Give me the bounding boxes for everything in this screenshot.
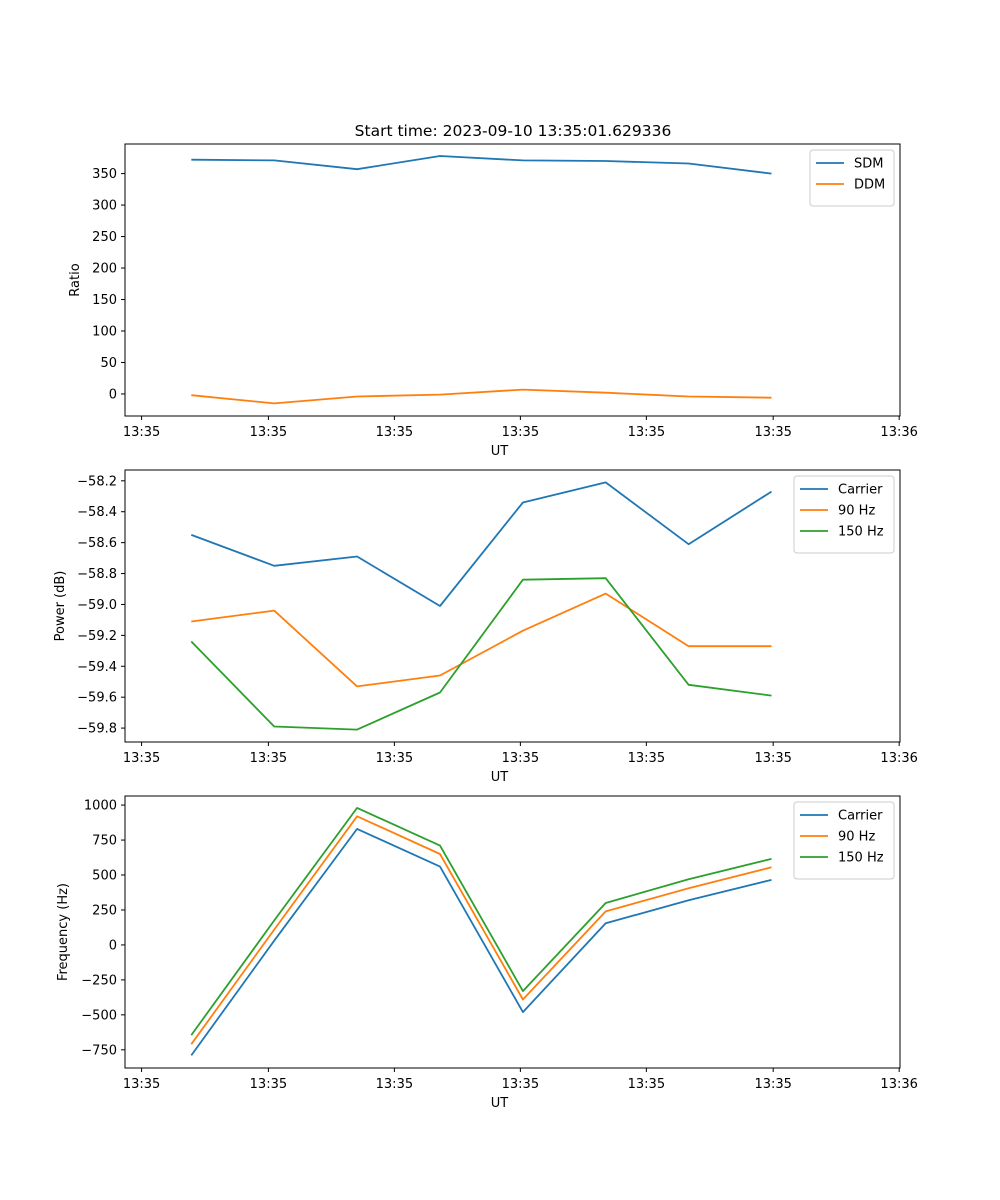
series-line-90-hz bbox=[190, 815, 772, 1045]
y-tick-label: −59.2 bbox=[77, 629, 117, 644]
y-tick-label: −750 bbox=[81, 1043, 117, 1058]
y-tick-label: 50 bbox=[100, 356, 117, 371]
y-tick-label: 0 bbox=[109, 387, 117, 402]
y-tick-label: 350 bbox=[92, 167, 117, 182]
x-tick-label: 13:35 bbox=[754, 425, 791, 440]
x-tick-label: 13:35 bbox=[123, 1077, 160, 1092]
series-line-sdm bbox=[191, 155, 772, 175]
axes-frame bbox=[124, 469, 901, 743]
y-tick-label: −59.6 bbox=[77, 691, 117, 706]
legend-label: 90 Hz bbox=[838, 504, 875, 519]
y-tick-label: 1000 bbox=[84, 799, 117, 814]
y-tick-label: 200 bbox=[92, 262, 117, 277]
x-tick-label: 13:35 bbox=[628, 751, 665, 766]
x-tick-label: 13:35 bbox=[628, 1077, 665, 1092]
series-line-150-hz bbox=[190, 577, 772, 731]
y-tick-label: −58.6 bbox=[77, 536, 117, 551]
x-tick-label: 13:35 bbox=[376, 751, 413, 766]
figure-title: Start time: 2023-09-10 13:35:01.629336 bbox=[355, 122, 672, 140]
x-tick-label: 13:35 bbox=[376, 425, 413, 440]
x-tick-label: 13:35 bbox=[754, 751, 791, 766]
axes-frame bbox=[124, 795, 901, 1069]
y-tick-label: 250 bbox=[92, 903, 117, 918]
series-line-ddm bbox=[191, 388, 772, 405]
y-tick-label: −59.8 bbox=[77, 722, 117, 737]
x-tick-label: 13:36 bbox=[880, 751, 917, 766]
x-tick-label: 13:35 bbox=[123, 425, 160, 440]
axes-frame bbox=[124, 143, 901, 417]
y-tick-label: −250 bbox=[81, 973, 117, 988]
y-tick-label: 150 bbox=[92, 293, 117, 308]
x-tick-label: 13:35 bbox=[123, 751, 160, 766]
y-tick-label: −59.0 bbox=[77, 598, 117, 613]
x-tick-label: 13:36 bbox=[880, 1077, 917, 1092]
x-tick-label: 13:35 bbox=[502, 1077, 539, 1092]
y-tick-label: 100 bbox=[92, 325, 117, 340]
y-axis-label: Power (dB) bbox=[53, 571, 68, 642]
panels: 13:35 13:35 13:35 13:35 13:35 13:35 13:36 0 50 10… bbox=[53, 143, 918, 1111]
x-axis-label: UT bbox=[491, 444, 509, 459]
x-tick-label: 13:35 bbox=[502, 751, 539, 766]
legend-box bbox=[793, 801, 895, 880]
legend-box bbox=[793, 475, 895, 554]
legend-label: Carrier bbox=[838, 809, 883, 824]
panel-power: 13:35 13:35 13:35 13:35 13:35 13:35 13:36 −59.8… bbox=[53, 469, 918, 785]
series-line-90-hz bbox=[191, 592, 772, 688]
legend-label: DDM bbox=[854, 178, 885, 193]
legend: Carrier 90 Hz 150 Hz bbox=[793, 801, 895, 880]
y-tick-label: −500 bbox=[81, 1008, 117, 1023]
series-line-carrier bbox=[190, 481, 772, 607]
y-axis-label: Ratio bbox=[68, 263, 83, 296]
y-axis-label: Frequency (Hz) bbox=[56, 883, 71, 981]
x-tick-label: 13:36 bbox=[880, 425, 917, 440]
x-tick-label: 13:35 bbox=[250, 751, 287, 766]
y-tick-label: 300 bbox=[92, 199, 117, 214]
y-tick-label: 750 bbox=[92, 834, 117, 849]
legend-box bbox=[809, 149, 895, 207]
y-tick-label: −59.4 bbox=[77, 660, 117, 675]
legend-label: 150 Hz bbox=[838, 525, 884, 540]
y-tick-label: −58.8 bbox=[77, 567, 117, 582]
series-line-carrier bbox=[190, 828, 772, 1056]
y-tick-label: 0 bbox=[109, 938, 117, 953]
legend-label: Carrier bbox=[838, 483, 883, 498]
x-tick-label: 13:35 bbox=[250, 425, 287, 440]
panel-ratio: 13:35 13:35 13:35 13:35 13:35 13:35 13:36 0 50 10… bbox=[68, 143, 918, 459]
y-tick-label: −58.2 bbox=[77, 474, 117, 489]
y-tick-label: −58.4 bbox=[77, 505, 117, 520]
x-tick-label: 13:35 bbox=[376, 1077, 413, 1092]
x-tick-label: 13:35 bbox=[754, 1077, 791, 1092]
legend-label: 90 Hz bbox=[838, 830, 875, 845]
x-tick-label: 13:35 bbox=[502, 425, 539, 440]
x-axis-label: UT bbox=[491, 770, 509, 785]
y-tick-label: 250 bbox=[92, 230, 117, 245]
x-tick-label: 13:35 bbox=[250, 1077, 287, 1092]
panel-frequency: 13:35 13:35 13:35 13:35 13:35 13:35 13:36 −750 −… bbox=[56, 795, 918, 1111]
legend-label: SDM bbox=[854, 157, 883, 172]
legend: Carrier 90 Hz 150 Hz bbox=[793, 475, 895, 554]
legend-label: 150 Hz bbox=[838, 851, 884, 866]
series-line-150-hz bbox=[190, 807, 772, 1036]
y-tick-label: 500 bbox=[92, 869, 117, 884]
x-axis-label: UT bbox=[491, 1096, 509, 1111]
legend: SDM DDM bbox=[809, 149, 895, 207]
x-tick-label: 13:35 bbox=[628, 425, 665, 440]
